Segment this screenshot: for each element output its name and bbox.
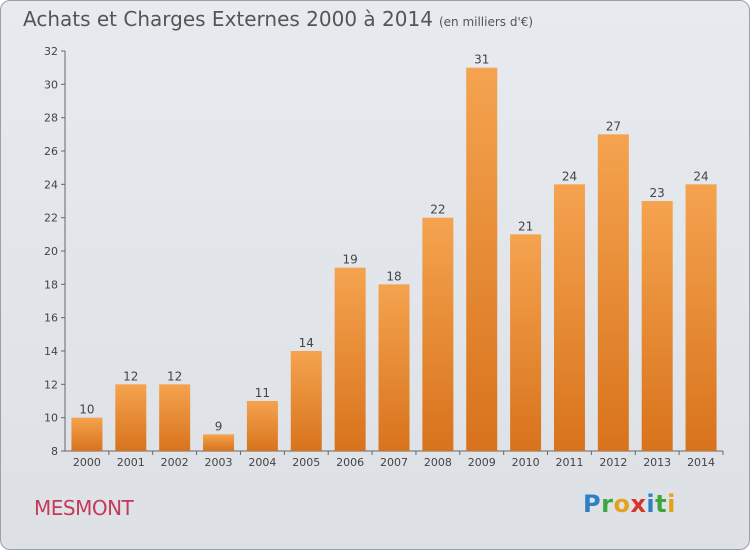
data-label-2006: 19 (342, 253, 357, 267)
y-tick-label: 16 (44, 312, 58, 325)
chart-title: Achats et Charges Externes 2000 à 2014 (e… (23, 7, 533, 31)
x-tick-label-2007: 2007 (380, 456, 408, 469)
bar-2006 (334, 267, 366, 451)
bar-2013 (641, 201, 673, 451)
logo-letter: t (655, 490, 668, 518)
y-tick-label: 10 (44, 412, 58, 425)
x-tick-label-2002: 2002 (161, 456, 189, 469)
y-tick-label: 8 (51, 445, 58, 458)
bar-2005 (290, 351, 322, 451)
y-tick-label: 12 (44, 378, 58, 391)
bar-2012 (597, 134, 629, 452)
y-tick-label: 20 (44, 245, 58, 258)
x-tick-label-2010: 2010 (512, 456, 540, 469)
data-label-2008: 22 (430, 203, 445, 217)
y-tick-label: 18 (44, 278, 58, 291)
bar-2002 (159, 384, 191, 451)
bar-2001 (115, 384, 147, 451)
y-tick-label: 32 (44, 45, 58, 58)
commune-name: MESMONT (34, 496, 134, 520)
y-tick-label: 14 (44, 345, 58, 358)
data-label-2001: 12 (123, 369, 138, 383)
axes: 8 10 12 14 16 18 20 22 24 26 28 30 32 2000 2001 2002 200… (44, 45, 724, 469)
data-label-2013: 23 (650, 186, 665, 200)
bar-2007 (378, 284, 410, 451)
y-tick-label: 24 (44, 178, 58, 191)
data-label-2005: 14 (299, 336, 314, 350)
bar-2003 (203, 434, 235, 451)
proxiti-logo: Proxiti (583, 490, 676, 518)
data-label-2003: 9 (215, 419, 223, 433)
x-tick-label-2008: 2008 (424, 456, 452, 469)
x-tick-label-2011: 2011 (555, 456, 583, 469)
bar-2000 (71, 417, 103, 451)
bar-2009 (466, 67, 498, 452)
bar-2008 (422, 217, 454, 451)
logo-letter: r (601, 490, 614, 518)
data-label-2011: 24 (562, 169, 577, 183)
data-label-2007: 18 (386, 269, 401, 283)
x-tick-label-2012: 2012 (599, 456, 627, 469)
unit-label: (en milliers d'€) (438, 15, 534, 29)
x-tick-label-2005: 2005 (292, 456, 320, 469)
data-label-2010: 21 (518, 219, 533, 233)
x-tick-label-2014: 2014 (687, 456, 715, 469)
x-tick-label-2001: 2001 (117, 456, 145, 469)
logo-letter: x (630, 490, 647, 518)
data-label-2000: 10 (79, 403, 94, 417)
y-tick-label: 26 (44, 145, 58, 158)
x-tick-label-2004: 2004 (248, 456, 276, 469)
bar-2004 (246, 401, 278, 451)
data-label-2014: 24 (693, 169, 708, 183)
bars: 10 12 12 9 11 14 19 18 22 31 21 24 27 23 24 (71, 53, 717, 452)
x-tick-label-2013: 2013 (643, 456, 671, 469)
title-text: Achats et Charges Externes 2000 à 2014 (23, 7, 433, 31)
logo-letter: P (583, 490, 602, 518)
logo-letter: i (667, 490, 676, 518)
logo-letter: o (613, 490, 631, 518)
data-label-2009: 31 (474, 53, 489, 67)
x-tick-label-2000: 2000 (73, 456, 101, 469)
bar-2011 (553, 184, 585, 452)
logo-letter: i (646, 490, 656, 518)
y-tick-label: 30 (44, 78, 58, 91)
bar-2014 (685, 184, 717, 452)
x-tick-label-2006: 2006 (336, 456, 364, 469)
data-label-2012: 27 (606, 119, 621, 133)
x-tick-label-2003: 2003 (205, 456, 233, 469)
bar-2010 (510, 234, 542, 451)
data-label-2002: 12 (167, 369, 182, 383)
y-tick-label: 28 (44, 112, 58, 125)
y-tick-label: 22 (44, 212, 58, 225)
x-tick-label-2009: 2009 (468, 456, 496, 469)
data-label-2004: 11 (255, 386, 270, 400)
